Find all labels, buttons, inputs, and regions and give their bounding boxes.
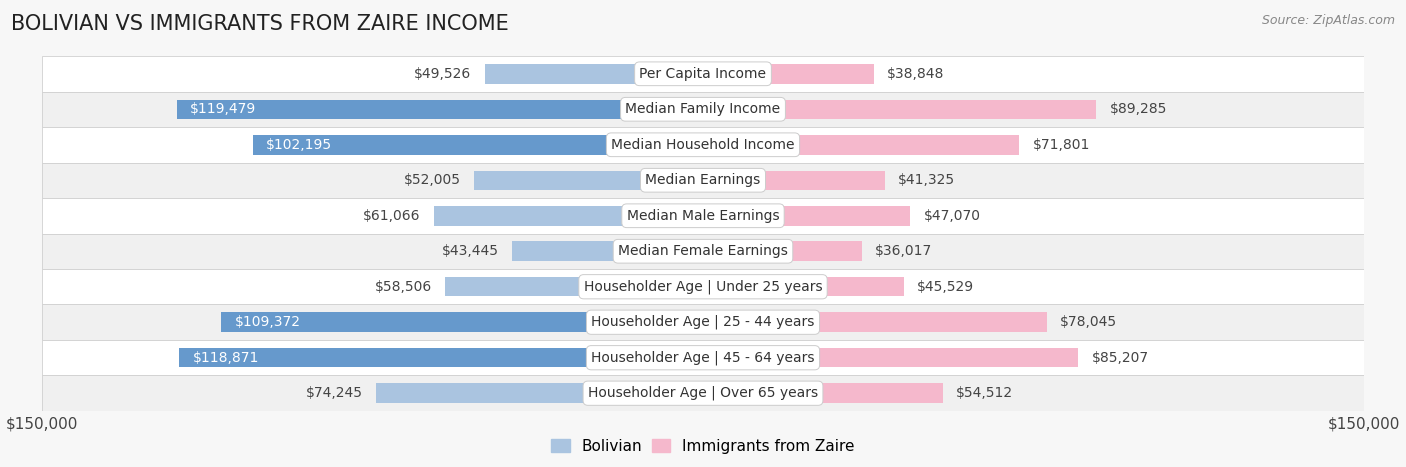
Text: $47,070: $47,070	[924, 209, 980, 223]
Bar	[42, 340, 1364, 375]
Text: $85,207: $85,207	[1091, 351, 1149, 365]
Bar	[703, 348, 1078, 368]
Bar	[703, 312, 1047, 332]
Bar	[42, 163, 1364, 198]
Text: Median Household Income: Median Household Income	[612, 138, 794, 152]
Text: $78,045: $78,045	[1060, 315, 1118, 329]
Bar	[42, 375, 1364, 411]
Text: $119,479: $119,479	[190, 102, 256, 116]
Bar	[474, 170, 703, 190]
Bar	[177, 99, 703, 119]
Text: Median Family Income: Median Family Income	[626, 102, 780, 116]
Text: $43,445: $43,445	[441, 244, 498, 258]
Bar	[221, 312, 703, 332]
Legend: Bolivian, Immigrants from Zaire: Bolivian, Immigrants from Zaire	[546, 433, 860, 460]
Text: $71,801: $71,801	[1032, 138, 1090, 152]
Text: BOLIVIAN VS IMMIGRANTS FROM ZAIRE INCOME: BOLIVIAN VS IMMIGRANTS FROM ZAIRE INCOME	[11, 14, 509, 34]
Bar	[42, 56, 1364, 92]
Bar	[703, 241, 862, 261]
Bar	[375, 383, 703, 403]
Bar	[42, 234, 1364, 269]
Text: Source: ZipAtlas.com: Source: ZipAtlas.com	[1261, 14, 1395, 27]
Text: $118,871: $118,871	[193, 351, 259, 365]
Bar	[703, 383, 943, 403]
Text: $109,372: $109,372	[235, 315, 301, 329]
Text: Median Female Earnings: Median Female Earnings	[619, 244, 787, 258]
Text: $38,848: $38,848	[887, 67, 945, 81]
Text: $89,285: $89,285	[1109, 102, 1167, 116]
Bar	[485, 64, 703, 84]
Text: Householder Age | Under 25 years: Householder Age | Under 25 years	[583, 279, 823, 294]
Text: $102,195: $102,195	[266, 138, 332, 152]
Text: $61,066: $61,066	[363, 209, 420, 223]
Text: Householder Age | 45 - 64 years: Householder Age | 45 - 64 years	[592, 350, 814, 365]
Text: $41,325: $41,325	[898, 173, 956, 187]
Text: $58,506: $58,506	[375, 280, 432, 294]
Text: $36,017: $36,017	[875, 244, 932, 258]
Text: $54,512: $54,512	[956, 386, 1014, 400]
Text: Median Male Earnings: Median Male Earnings	[627, 209, 779, 223]
Bar	[703, 206, 910, 226]
Bar	[180, 348, 703, 368]
Bar	[703, 277, 904, 297]
Bar	[703, 170, 884, 190]
Bar	[434, 206, 703, 226]
Bar	[42, 269, 1364, 304]
Bar	[253, 135, 703, 155]
Bar	[42, 92, 1364, 127]
Text: Median Earnings: Median Earnings	[645, 173, 761, 187]
Text: $52,005: $52,005	[404, 173, 461, 187]
Text: $45,529: $45,529	[917, 280, 974, 294]
Bar	[703, 135, 1019, 155]
Bar	[446, 277, 703, 297]
Bar	[42, 198, 1364, 234]
Text: Householder Age | Over 65 years: Householder Age | Over 65 years	[588, 386, 818, 401]
Text: Per Capita Income: Per Capita Income	[640, 67, 766, 81]
Bar	[42, 304, 1364, 340]
Bar	[42, 127, 1364, 163]
Text: Householder Age | 25 - 44 years: Householder Age | 25 - 44 years	[592, 315, 814, 330]
Bar	[703, 64, 875, 84]
Text: $74,245: $74,245	[305, 386, 363, 400]
Bar	[703, 99, 1097, 119]
Bar	[512, 241, 703, 261]
Text: $49,526: $49,526	[415, 67, 471, 81]
